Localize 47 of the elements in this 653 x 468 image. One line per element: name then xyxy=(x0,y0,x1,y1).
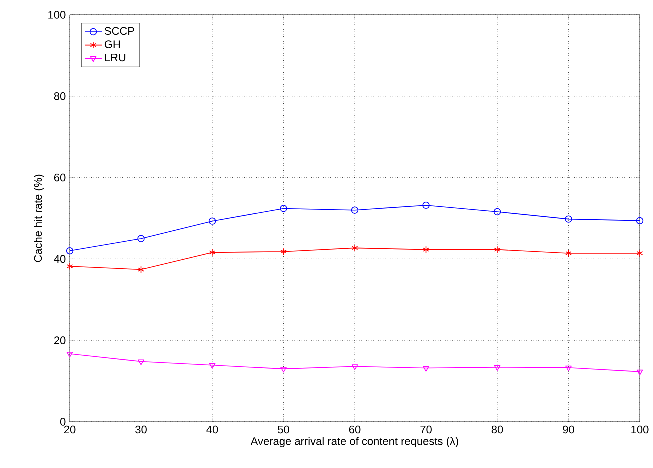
point xyxy=(494,365,501,372)
point xyxy=(209,249,216,256)
y-tick-label: 0 xyxy=(60,418,66,426)
x-tick-label: 100 xyxy=(632,426,649,434)
point xyxy=(352,244,358,252)
point xyxy=(565,216,572,223)
x-tick-label: 80 xyxy=(492,426,504,434)
point xyxy=(423,366,430,372)
point xyxy=(636,370,644,376)
point xyxy=(66,352,74,358)
point xyxy=(66,262,74,270)
point xyxy=(209,363,216,370)
x-tick-label: 50 xyxy=(278,426,290,434)
point xyxy=(66,247,74,255)
x-tick-label: 20 xyxy=(64,426,76,434)
legend-label: GH xyxy=(104,40,120,48)
x-tick-label: 40 xyxy=(206,426,218,434)
legend-label: LRU xyxy=(105,54,126,62)
point xyxy=(351,206,359,214)
legend-label: SCCP xyxy=(104,27,134,36)
x-axis-title: Average arrival rate of content requests (λ) xyxy=(250,437,458,448)
y-tick-label: 20 xyxy=(54,336,66,344)
point xyxy=(280,248,287,256)
x-tick-label: 70 xyxy=(420,426,432,434)
point xyxy=(138,360,144,366)
point xyxy=(636,250,644,258)
point xyxy=(280,367,287,373)
point xyxy=(636,217,644,225)
y-axis-title: Cache hit rate (%) xyxy=(34,174,44,262)
x-tick-label: 90 xyxy=(563,426,574,434)
x-tick-label: 60 xyxy=(349,426,361,434)
point xyxy=(494,208,502,216)
point xyxy=(352,364,358,370)
point xyxy=(494,246,501,254)
point xyxy=(566,366,572,372)
y-tick-label: 80 xyxy=(54,92,66,100)
y-tick-label: 60 xyxy=(54,174,66,182)
y-tick-label: 40 xyxy=(54,255,66,264)
point xyxy=(422,202,430,210)
point xyxy=(423,246,430,254)
point xyxy=(280,205,288,212)
point xyxy=(566,250,572,258)
x-tick-label: 30 xyxy=(136,426,147,434)
point xyxy=(138,235,145,242)
point xyxy=(208,218,216,225)
point xyxy=(138,266,144,274)
y-tick-label: 100 xyxy=(48,11,66,19)
